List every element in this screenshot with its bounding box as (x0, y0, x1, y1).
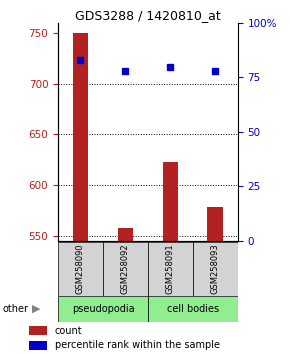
Text: cell bodies: cell bodies (167, 304, 219, 314)
Title: GDS3288 / 1420810_at: GDS3288 / 1420810_at (75, 9, 221, 22)
Text: ▶: ▶ (32, 304, 40, 314)
Bar (29, 326, 47, 335)
Text: percentile rank within the sample: percentile rank within the sample (55, 340, 220, 350)
Bar (58, 242, 103, 296)
Text: GSM258092: GSM258092 (121, 244, 130, 295)
Text: other: other (3, 304, 29, 314)
Bar (58, 296, 148, 322)
Text: GSM258091: GSM258091 (166, 244, 175, 295)
Bar (148, 242, 193, 296)
Bar (29, 341, 47, 350)
Text: GSM258093: GSM258093 (211, 244, 220, 295)
Bar (103, 242, 148, 296)
Bar (148, 296, 238, 322)
Text: GSM258090: GSM258090 (76, 244, 85, 295)
Text: count: count (55, 326, 82, 336)
Bar (117, 228, 133, 241)
Bar (207, 207, 223, 241)
Bar (72, 33, 88, 241)
Bar (193, 242, 238, 296)
Bar (162, 162, 178, 241)
Text: pseudopodia: pseudopodia (72, 304, 134, 314)
